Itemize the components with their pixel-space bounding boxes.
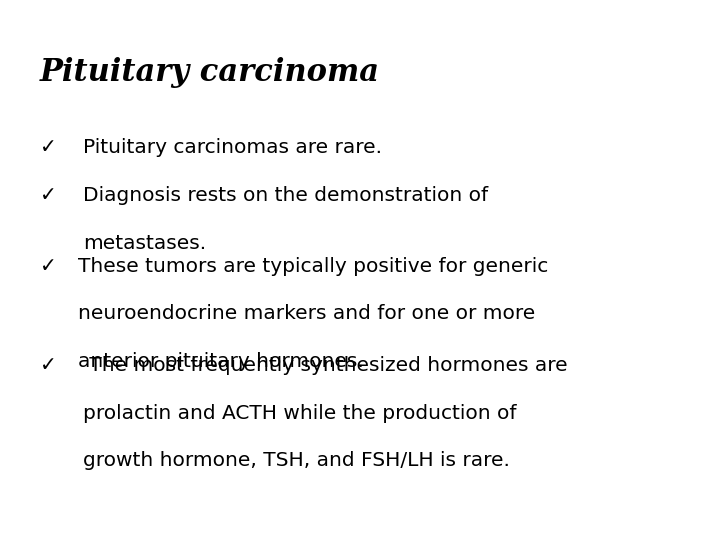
Text: ✓: ✓	[40, 138, 56, 157]
Text: The most frequently synthesized hormones are: The most frequently synthesized hormones…	[83, 356, 567, 375]
Text: ✓: ✓	[40, 256, 56, 275]
Text: Diagnosis rests on the demonstration of: Diagnosis rests on the demonstration of	[83, 186, 488, 205]
Text: neuroendocrine markers and for one or more: neuroendocrine markers and for one or mo…	[78, 304, 535, 323]
Text: prolactin and ACTH while the production of: prolactin and ACTH while the production …	[83, 404, 516, 423]
Text: ✓: ✓	[40, 186, 56, 205]
Text: metastases.: metastases.	[83, 234, 206, 253]
Text: Pituitary carcinoma: Pituitary carcinoma	[40, 57, 379, 87]
Text: Pituitary carcinomas are rare.: Pituitary carcinomas are rare.	[83, 138, 382, 157]
Text: These tumors are typically positive for generic: These tumors are typically positive for …	[78, 256, 548, 275]
Text: growth hormone, TSH, and FSH/LH is rare.: growth hormone, TSH, and FSH/LH is rare.	[83, 451, 510, 470]
Text: anterior pituitary hormones.: anterior pituitary hormones.	[78, 352, 364, 370]
Text: ✓: ✓	[40, 356, 56, 375]
